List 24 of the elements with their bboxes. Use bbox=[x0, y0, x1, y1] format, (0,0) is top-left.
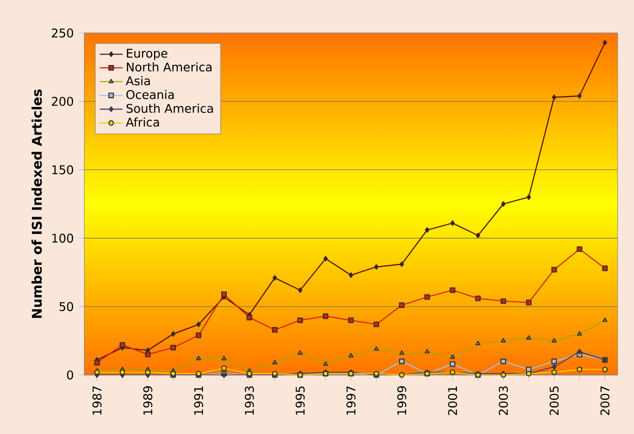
legend-label: North America bbox=[126, 62, 212, 72]
legend-label: Europe bbox=[126, 48, 168, 60]
y-tick-label: 150 bbox=[52, 165, 74, 174]
x-tick-label: 1993 bbox=[244, 386, 254, 415]
legend-label: Asia bbox=[126, 76, 150, 86]
x-tick-label: 1989 bbox=[143, 386, 152, 415]
x-tick-label: 2001 bbox=[448, 386, 458, 416]
legend-label: Africa bbox=[126, 117, 159, 127]
legend-label: Oceania bbox=[126, 90, 174, 100]
x-tick-label: 2003 bbox=[498, 386, 508, 416]
x-tick-label: 1995 bbox=[296, 386, 305, 415]
x-tick-label: 1991 bbox=[194, 386, 204, 415]
y-tick-label: 0 bbox=[67, 370, 74, 380]
x-tick-label: 1997 bbox=[346, 386, 356, 415]
x-tick-label: 1999 bbox=[397, 386, 406, 415]
y-tick-label: 200 bbox=[52, 96, 74, 106]
y-tick-label: 250 bbox=[52, 28, 74, 38]
y-axis-title: Number of ISI Indexed Articles bbox=[32, 89, 42, 318]
legend-label: South America bbox=[126, 104, 213, 113]
x-tick-label: 1987 bbox=[92, 386, 102, 415]
y-tick-label: 50 bbox=[60, 302, 74, 312]
y-tick-label: 100 bbox=[52, 234, 74, 243]
x-tick-label: 2005 bbox=[550, 386, 559, 416]
x-tick-label: 2007 bbox=[600, 386, 610, 416]
